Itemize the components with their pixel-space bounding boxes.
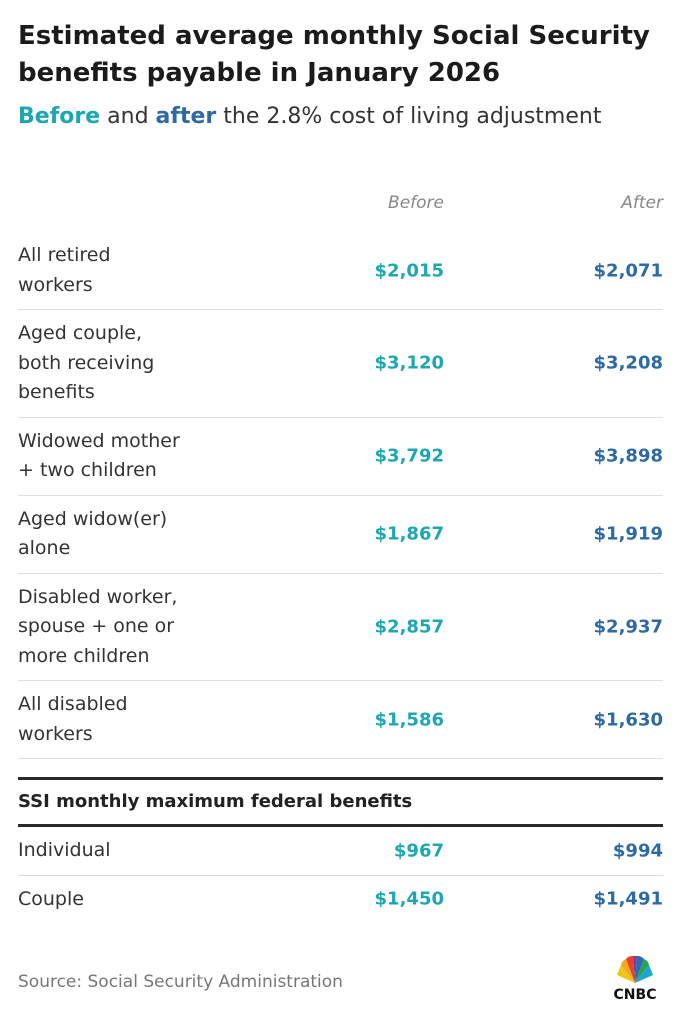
row-label-line: Aged couple, <box>18 322 143 344</box>
row-label-line: workers <box>18 722 93 745</box>
subtitle-after: after <box>155 104 217 129</box>
logo-text: CNBC <box>614 987 657 1003</box>
row-label: Couple <box>18 885 663 915</box>
after-value: $3,898 <box>593 445 663 467</box>
before-value: $967 <box>393 840 444 861</box>
row-label-line: Individual <box>18 839 111 861</box>
row-label-line: All retired <box>18 244 111 266</box>
row-label: Aged widow(er) alone <box>18 505 663 564</box>
table-row: Couple $1,450 $1,491 <box>18 876 663 924</box>
subtitle: Before and after the 2.8% cost of living… <box>18 101 601 133</box>
table-row: Widowed mother + two children $3,792 $3,898 <box>18 418 663 496</box>
after-value: $2,937 <box>593 616 663 637</box>
row-label-line: benefits <box>18 381 95 403</box>
subtitle-and: and <box>107 104 149 129</box>
title: Estimated average monthly Social Securit… <box>18 21 650 88</box>
table-header: Before After <box>18 188 663 232</box>
row-label: All retired workers <box>18 241 663 300</box>
column-header: After <box>621 193 663 213</box>
row-label: Disabled worker, spouse + one or more chil… <box>18 583 663 672</box>
row-label-line: both receiving <box>18 351 155 374</box>
row-label: All disabled workers <box>18 690 663 749</box>
ssi-body: Individual $967 $994 Couple $1,450 $1,491 <box>18 827 663 923</box>
row-label-line: All disabled <box>18 693 128 715</box>
peacock <box>617 955 653 983</box>
row-label: Individual <box>18 836 663 866</box>
subtitle-before: Before <box>18 104 101 129</box>
ssi-title: SSI monthly maximum federal benefits <box>18 777 663 827</box>
table-row: Aged couple, both receiving benefits $3,120… <box>18 310 663 418</box>
table-row: Aged widow(er) alone $1,867 $1,919 <box>18 496 663 574</box>
subtitle-rest: the 2.8% cost of living adjustment <box>223 104 602 129</box>
before-value: $3,120 <box>374 352 444 374</box>
table-row: All disabled workers $1,586 $1,630 <box>18 681 663 759</box>
row-label-line: workers <box>18 273 93 296</box>
row-label-line: alone <box>18 537 71 559</box>
before-value: $1,586 <box>374 708 444 730</box>
after-value: $2,071 <box>593 259 663 281</box>
before-value: $2,857 <box>374 616 444 637</box>
table-row: Individual $967 $994 <box>18 827 663 876</box>
after-value: $1,491 <box>593 888 663 910</box>
row-label-line: Couple <box>18 887 84 910</box>
row-label-line: more children <box>18 644 150 667</box>
before-value: $3,792 <box>374 445 444 467</box>
before-value: $1,450 <box>374 888 444 910</box>
source: Source: Social Security Administration <box>18 972 343 992</box>
table-row: Disabled worker, spouse + one or more chil… <box>18 574 663 681</box>
table: Before After All retired workers $2,015 $2,… <box>18 188 663 923</box>
table-body: All retired workers $2,015 $2,071 Aged coupl… <box>18 232 663 759</box>
after-value: $3,208 <box>593 352 663 374</box>
before-value: $1,867 <box>374 523 444 545</box>
column-header: Before <box>388 193 444 213</box>
before-value: $2,015 <box>374 259 444 281</box>
row-label-line: Widowed mother <box>18 429 180 452</box>
row-label: Aged couple, both receiving benefits <box>18 319 663 408</box>
row-label: Widowed mother + two children <box>18 427 663 486</box>
after-value: $1,919 <box>593 523 663 545</box>
after-value: $1,630 <box>593 708 663 730</box>
row-label-line: Disabled worker, <box>18 585 178 608</box>
table-row: All retired workers $2,015 $2,071 <box>18 232 663 310</box>
row-label-line: spouse + one or <box>18 615 175 637</box>
row-label-line: Aged widow(er) <box>18 507 168 530</box>
logo: CNBC <box>614 955 657 1003</box>
after-value: $994 <box>612 840 663 861</box>
row-label-line: + two children <box>18 459 157 481</box>
